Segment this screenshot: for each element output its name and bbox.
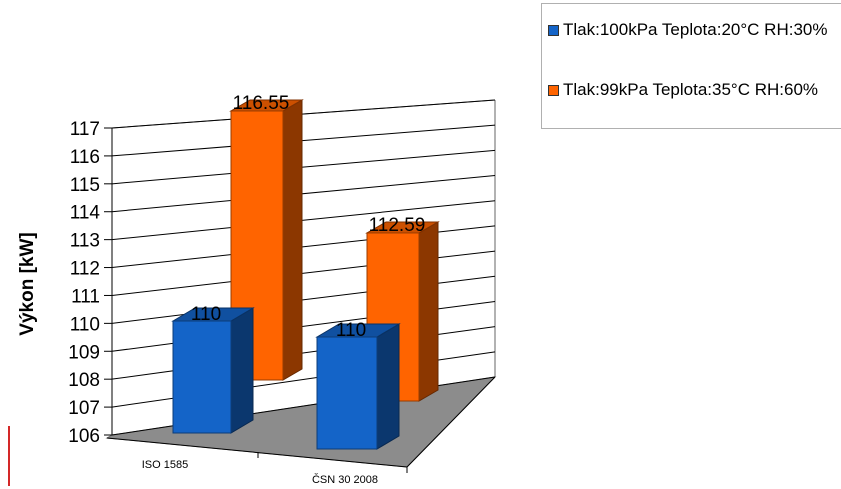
y-tick-label: 114	[70, 203, 101, 224]
data-label: 112.59	[369, 215, 426, 236]
bar-side	[418, 221, 439, 402]
y-tick-label: 113	[70, 231, 100, 252]
legend-swatch-series-2	[548, 85, 559, 96]
bar-side	[230, 307, 254, 434]
data-label: 110	[191, 304, 221, 325]
legend-label-series-1: Tlak:100kPa Teplota:20°C RH:30%	[563, 20, 828, 39]
edge-mark	[8, 426, 10, 486]
x-category-label: ČSN 30 2008	[312, 473, 378, 486]
gridline	[111, 200, 496, 241]
y-tick-label: 110	[70, 314, 100, 335]
bar-side	[282, 99, 303, 381]
y-tick-label: 111	[71, 286, 100, 307]
legend-swatch-series-1	[548, 25, 559, 36]
y-tick-label: 117	[70, 119, 100, 140]
bar	[172, 320, 232, 434]
depth-axis-line	[406, 376, 496, 468]
data-label: 110	[336, 320, 366, 341]
x-axis-line	[106, 437, 408, 468]
bar	[316, 336, 378, 450]
y-tick-label: 115	[70, 175, 100, 196]
y-tick-label: 109	[68, 342, 100, 363]
gridline	[111, 175, 496, 213]
y-axis-label: Výkon [kW]	[17, 232, 38, 335]
x-category-label: ISO 1585	[142, 459, 188, 471]
gridline	[111, 99, 496, 129]
y-tick-label: 107	[68, 398, 100, 419]
y-tick-label: 116	[70, 147, 100, 168]
legend-item-series-1: Tlak:100kPa Teplota:20°C RH:30%	[548, 18, 833, 42]
y-tick-label: 108	[68, 370, 100, 391]
legend: Tlak:100kPa Teplota:20°C RH:30% Tlak:99k…	[541, 3, 841, 129]
y-tick-label: 106	[68, 426, 100, 447]
legend-item-series-2: Tlak:99kPa Teplota:35°C RH:60%	[548, 78, 833, 102]
gridline	[111, 149, 496, 185]
data-label: 116.55	[233, 93, 290, 114]
y-tick-label: 112	[70, 259, 100, 280]
legend-label-series-2: Tlak:99kPa Teplota:35°C RH:60%	[563, 80, 819, 99]
bar-side	[376, 323, 400, 450]
gridline	[111, 124, 496, 157]
